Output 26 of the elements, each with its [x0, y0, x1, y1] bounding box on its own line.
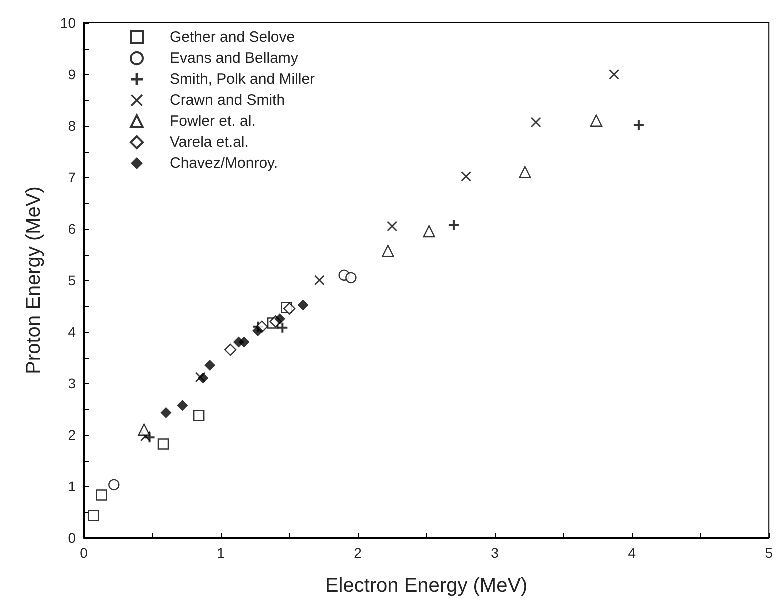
x-tick-label: 2	[354, 545, 362, 561]
y-tick-label: 8	[68, 118, 76, 134]
x-tick-label: 1	[217, 545, 226, 561]
x-tick-label: 3	[491, 545, 500, 561]
y-axis-title: Proton Energy (MeV)	[23, 186, 45, 374]
y-tick-label: 6	[68, 221, 76, 237]
x-tick-label: 0	[80, 545, 88, 561]
y-tick-label: 3	[68, 376, 76, 392]
x-tick-label: 5	[765, 545, 774, 561]
y-tick-label: 7	[68, 170, 76, 186]
x-tick-label: 4	[628, 545, 636, 561]
y-tick-label: 10	[60, 15, 76, 31]
legend-label: Chavez/Monroy.	[170, 155, 278, 172]
legend-label: Crawn and Smith	[170, 92, 286, 109]
y-tick-label: 9	[68, 66, 76, 82]
legend-label: Smith, Polk and Miller	[170, 71, 316, 88]
legend-label: Fowler et. al.	[170, 113, 256, 130]
x-axis-title: Electron Energy (MeV)	[325, 575, 528, 597]
y-tick-label: 0	[68, 530, 76, 546]
y-tick-label: 5	[68, 272, 76, 288]
legend-label: Evans and Bellamy	[170, 50, 299, 67]
legend-label: Gether and Selove	[170, 29, 296, 46]
y-tick-label: 1	[68, 478, 76, 494]
legend-label: Varela et.al.	[170, 134, 249, 151]
y-tick-label: 2	[68, 427, 76, 443]
y-tick-label: 4	[68, 324, 76, 340]
